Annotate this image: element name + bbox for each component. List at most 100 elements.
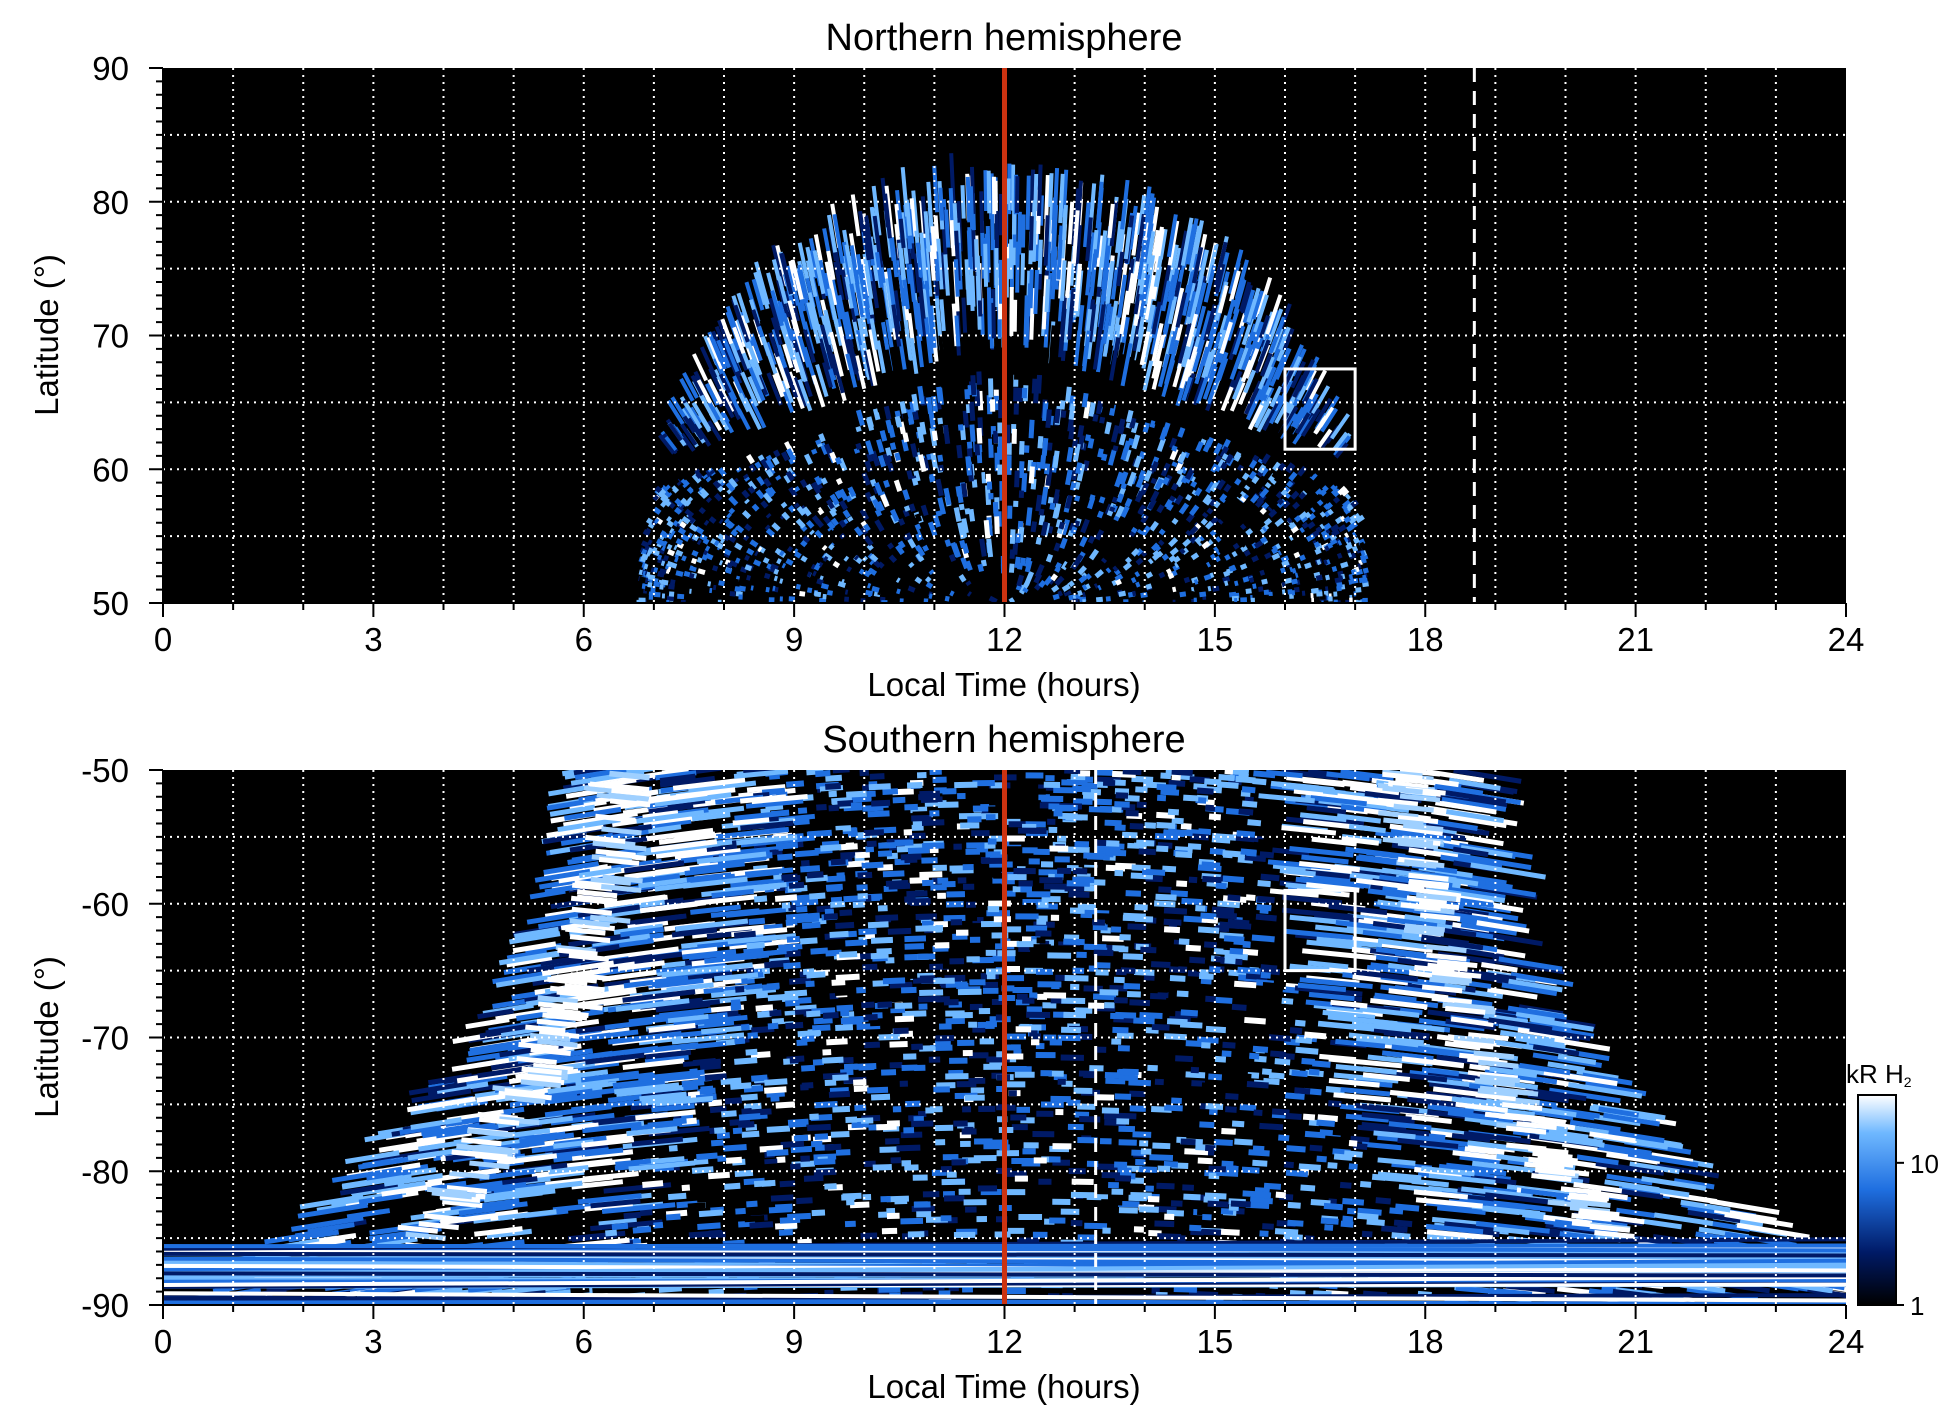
emission-streak xyxy=(1158,228,1168,260)
emission-streak xyxy=(1118,1074,1138,1082)
emission-streak xyxy=(1274,1058,1291,1066)
emission-streak xyxy=(912,811,932,818)
emission-streak xyxy=(740,1023,750,1031)
emission-streak xyxy=(1052,489,1061,505)
emission-streak xyxy=(1083,401,1091,419)
emission-streak xyxy=(1254,498,1265,508)
emission-streak xyxy=(1298,547,1306,555)
emission-streak xyxy=(1059,260,1067,301)
emission-streak xyxy=(1319,489,1327,497)
emission-streak xyxy=(1290,404,1309,431)
emission-streak xyxy=(351,1180,426,1198)
emission-streak xyxy=(1135,213,1146,263)
emission-streak xyxy=(691,549,699,557)
emission-streak xyxy=(653,480,664,491)
emission-streak xyxy=(764,524,771,531)
emission-streak xyxy=(1653,1212,1714,1227)
emission-streak xyxy=(881,321,890,353)
emission-streak xyxy=(1077,434,1085,449)
emission-streak xyxy=(810,448,818,455)
emission-streak xyxy=(1200,518,1208,526)
emission-streak xyxy=(1101,526,1112,539)
emission-streak xyxy=(1283,1161,1294,1169)
emission-streak xyxy=(1201,861,1221,869)
emission-streak xyxy=(923,211,931,253)
emission-streak xyxy=(741,489,750,499)
emission-streak xyxy=(744,564,753,572)
emission-streak xyxy=(709,1105,727,1114)
emission-streak xyxy=(642,827,714,842)
emission-streak xyxy=(1240,1073,1252,1080)
emission-streak xyxy=(877,1001,893,1008)
emission-streak xyxy=(783,474,792,484)
emission-streak xyxy=(672,777,746,791)
emission-streak xyxy=(804,1226,819,1234)
emission-streak xyxy=(641,553,649,561)
emission-streak xyxy=(802,535,811,544)
emission-streak xyxy=(707,401,721,421)
emission-streak xyxy=(1441,796,1507,812)
emission-streak xyxy=(1189,590,1195,597)
emission-streak xyxy=(919,232,928,282)
emission-streak xyxy=(1081,330,1091,372)
emission-streak xyxy=(812,570,817,577)
emission-streak xyxy=(1224,952,1248,961)
emission-streak xyxy=(938,187,945,221)
emission-streak xyxy=(679,521,687,529)
emission-streak xyxy=(1098,496,1106,504)
emission-streak xyxy=(779,550,785,557)
emission-streak xyxy=(1349,785,1400,797)
emission-streak xyxy=(869,318,879,350)
emission-streak xyxy=(1019,593,1027,601)
emission-streak xyxy=(952,364,959,381)
emission-streak xyxy=(826,885,841,892)
emission-streak xyxy=(659,568,667,575)
emission-streak xyxy=(1298,477,1307,486)
emission-streak xyxy=(720,318,734,345)
emission-streak xyxy=(1201,916,1219,924)
emission-streak xyxy=(1150,461,1159,472)
emission-streak xyxy=(691,401,711,431)
emission-streak xyxy=(1061,204,1068,241)
emission-streak xyxy=(813,234,824,264)
emission-streak xyxy=(781,562,787,569)
emission-streak xyxy=(789,977,812,985)
emission-streak xyxy=(1167,296,1178,325)
emission-streak xyxy=(691,473,702,484)
emission-streak xyxy=(1189,535,1198,544)
emission-streak xyxy=(1292,501,1300,510)
emission-streak xyxy=(1130,577,1137,584)
emission-streak xyxy=(661,579,669,586)
emission-streak xyxy=(1308,467,1317,477)
emission-streak xyxy=(705,496,713,503)
emission-streak xyxy=(1138,469,1146,480)
emission-streak xyxy=(830,517,839,527)
emission-streak xyxy=(1171,817,1184,825)
emission-streak xyxy=(885,447,893,458)
x-tick-label: 15 xyxy=(1197,621,1234,658)
emission-streak xyxy=(898,518,906,526)
emission-streak xyxy=(1036,164,1043,217)
emission-streak xyxy=(1025,507,1033,526)
emission-streak xyxy=(1225,1106,1237,1113)
emission-streak xyxy=(717,485,724,493)
emission-streak xyxy=(1055,519,1063,528)
emission-streak xyxy=(1099,416,1106,424)
emission-streak xyxy=(961,518,969,534)
emission-streak xyxy=(1183,576,1191,584)
emission-streak xyxy=(1122,831,1138,839)
emission-streak xyxy=(1257,356,1275,390)
emission-streak xyxy=(1215,536,1222,543)
emission-streak xyxy=(914,513,923,523)
emission-streak xyxy=(828,331,844,377)
emission-streak xyxy=(659,548,666,555)
emission-streak xyxy=(1124,556,1132,564)
emission-streak xyxy=(1240,790,1251,798)
emission-streak xyxy=(1119,290,1130,335)
emission-streak xyxy=(1257,838,1278,847)
emission-streak xyxy=(1398,1184,1459,1195)
emission-streak xyxy=(1108,300,1119,341)
emission-streak xyxy=(1337,524,1347,533)
emission-streak xyxy=(924,317,933,364)
